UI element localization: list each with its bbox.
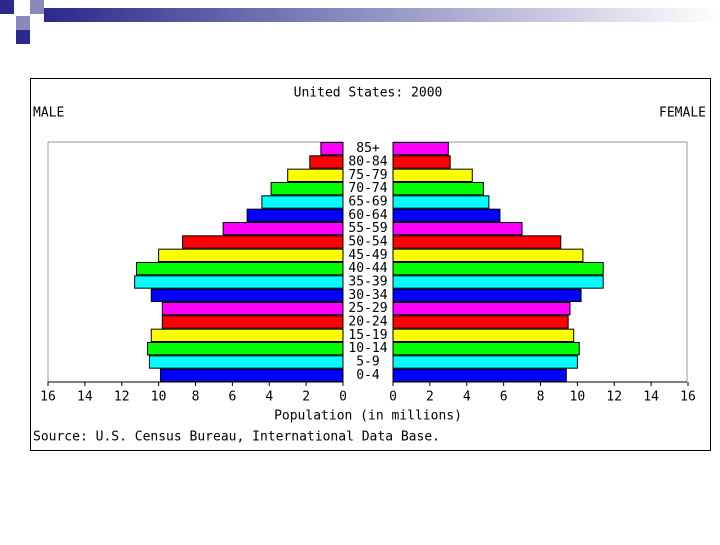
- x-tick-label: 14: [643, 390, 659, 405]
- source: Source: U.S. Census Bureau, Internationa…: [33, 430, 440, 445]
- bar: [150, 328, 344, 342]
- bar: [392, 275, 604, 289]
- category-label: 60-64: [348, 208, 387, 223]
- bar: [158, 248, 344, 263]
- bar: [392, 315, 569, 329]
- bar: [392, 302, 571, 316]
- bar: [136, 262, 344, 276]
- bar: [222, 222, 344, 236]
- bar: [392, 155, 451, 169]
- category-label: 35-39: [348, 275, 387, 290]
- bar: [261, 195, 344, 209]
- x-tick-label: 0: [339, 390, 347, 405]
- x-tick-label: 12: [114, 390, 130, 405]
- deco-square: [0, 0, 14, 14]
- bar: [134, 275, 344, 289]
- x-tick-label: 14: [77, 390, 93, 405]
- deco-square: [16, 30, 30, 44]
- bar: [392, 288, 582, 302]
- category-label: 55-59: [348, 221, 387, 236]
- x-tick-label: 10: [570, 390, 586, 405]
- bar: [392, 248, 584, 263]
- bar: [392, 235, 562, 249]
- bar: [320, 142, 344, 156]
- x-tick-label: 0: [389, 390, 397, 405]
- bar: [392, 328, 575, 342]
- bar: [150, 288, 344, 302]
- x-tick-label: 4: [463, 390, 471, 405]
- bar: [392, 222, 523, 236]
- x-tick-label: 12: [606, 390, 622, 405]
- x-tick-label: 4: [265, 390, 273, 405]
- bar: [392, 342, 580, 356]
- x-tick-label: 8: [537, 390, 545, 405]
- bar: [182, 235, 344, 249]
- category-label: 85+: [356, 141, 380, 156]
- bar: [392, 208, 501, 223]
- bar: [392, 355, 578, 369]
- category-label: 20-24: [348, 315, 387, 330]
- bar: [147, 342, 344, 356]
- category-label: 15-19: [348, 328, 387, 343]
- x-tick-label: 6: [500, 390, 508, 405]
- bar: [392, 142, 449, 156]
- bar: [309, 155, 344, 169]
- right-label: FEMALE: [659, 106, 706, 121]
- category-label: 50-54: [348, 235, 387, 250]
- category-label: 25-29: [348, 301, 387, 316]
- category-label: 10-14: [348, 341, 387, 356]
- bar: [287, 168, 344, 183]
- deco-square: [16, 16, 30, 30]
- category-label: 65-69: [348, 195, 387, 210]
- bar: [148, 355, 344, 369]
- bar: [392, 182, 484, 196]
- bar: [270, 182, 344, 196]
- bar: [392, 168, 473, 183]
- deco-square: [30, 0, 44, 14]
- category-label: 70-74: [348, 181, 387, 196]
- header-bar: [44, 8, 720, 22]
- category-label: 75-79: [348, 168, 387, 183]
- x-tick-label: 6: [228, 390, 236, 405]
- category-label: 5-9: [356, 355, 379, 370]
- bar: [392, 262, 604, 276]
- left-label: MALE: [33, 106, 64, 121]
- category-label: 0-4: [356, 368, 380, 383]
- chart-title: United States: 2000: [294, 86, 443, 101]
- x-axis-title: Population (in millions): [274, 409, 462, 424]
- x-tick-label: 2: [426, 390, 434, 405]
- bar: [392, 195, 490, 209]
- bar: [392, 368, 567, 382]
- category-label: 80-84: [348, 155, 387, 170]
- x-tick-label: 16: [680, 390, 696, 405]
- category-label: 45-49: [348, 248, 387, 263]
- x-tick-label: 16: [40, 390, 56, 405]
- x-tick-label: 2: [302, 390, 310, 405]
- bar: [159, 368, 344, 382]
- category-label: 30-34: [348, 288, 387, 303]
- bar: [161, 315, 344, 329]
- bar: [246, 208, 344, 223]
- bar: [161, 302, 344, 316]
- category-label: 40-44: [348, 261, 387, 276]
- x-tick-label: 8: [192, 390, 200, 405]
- x-tick-label: 10: [151, 390, 167, 405]
